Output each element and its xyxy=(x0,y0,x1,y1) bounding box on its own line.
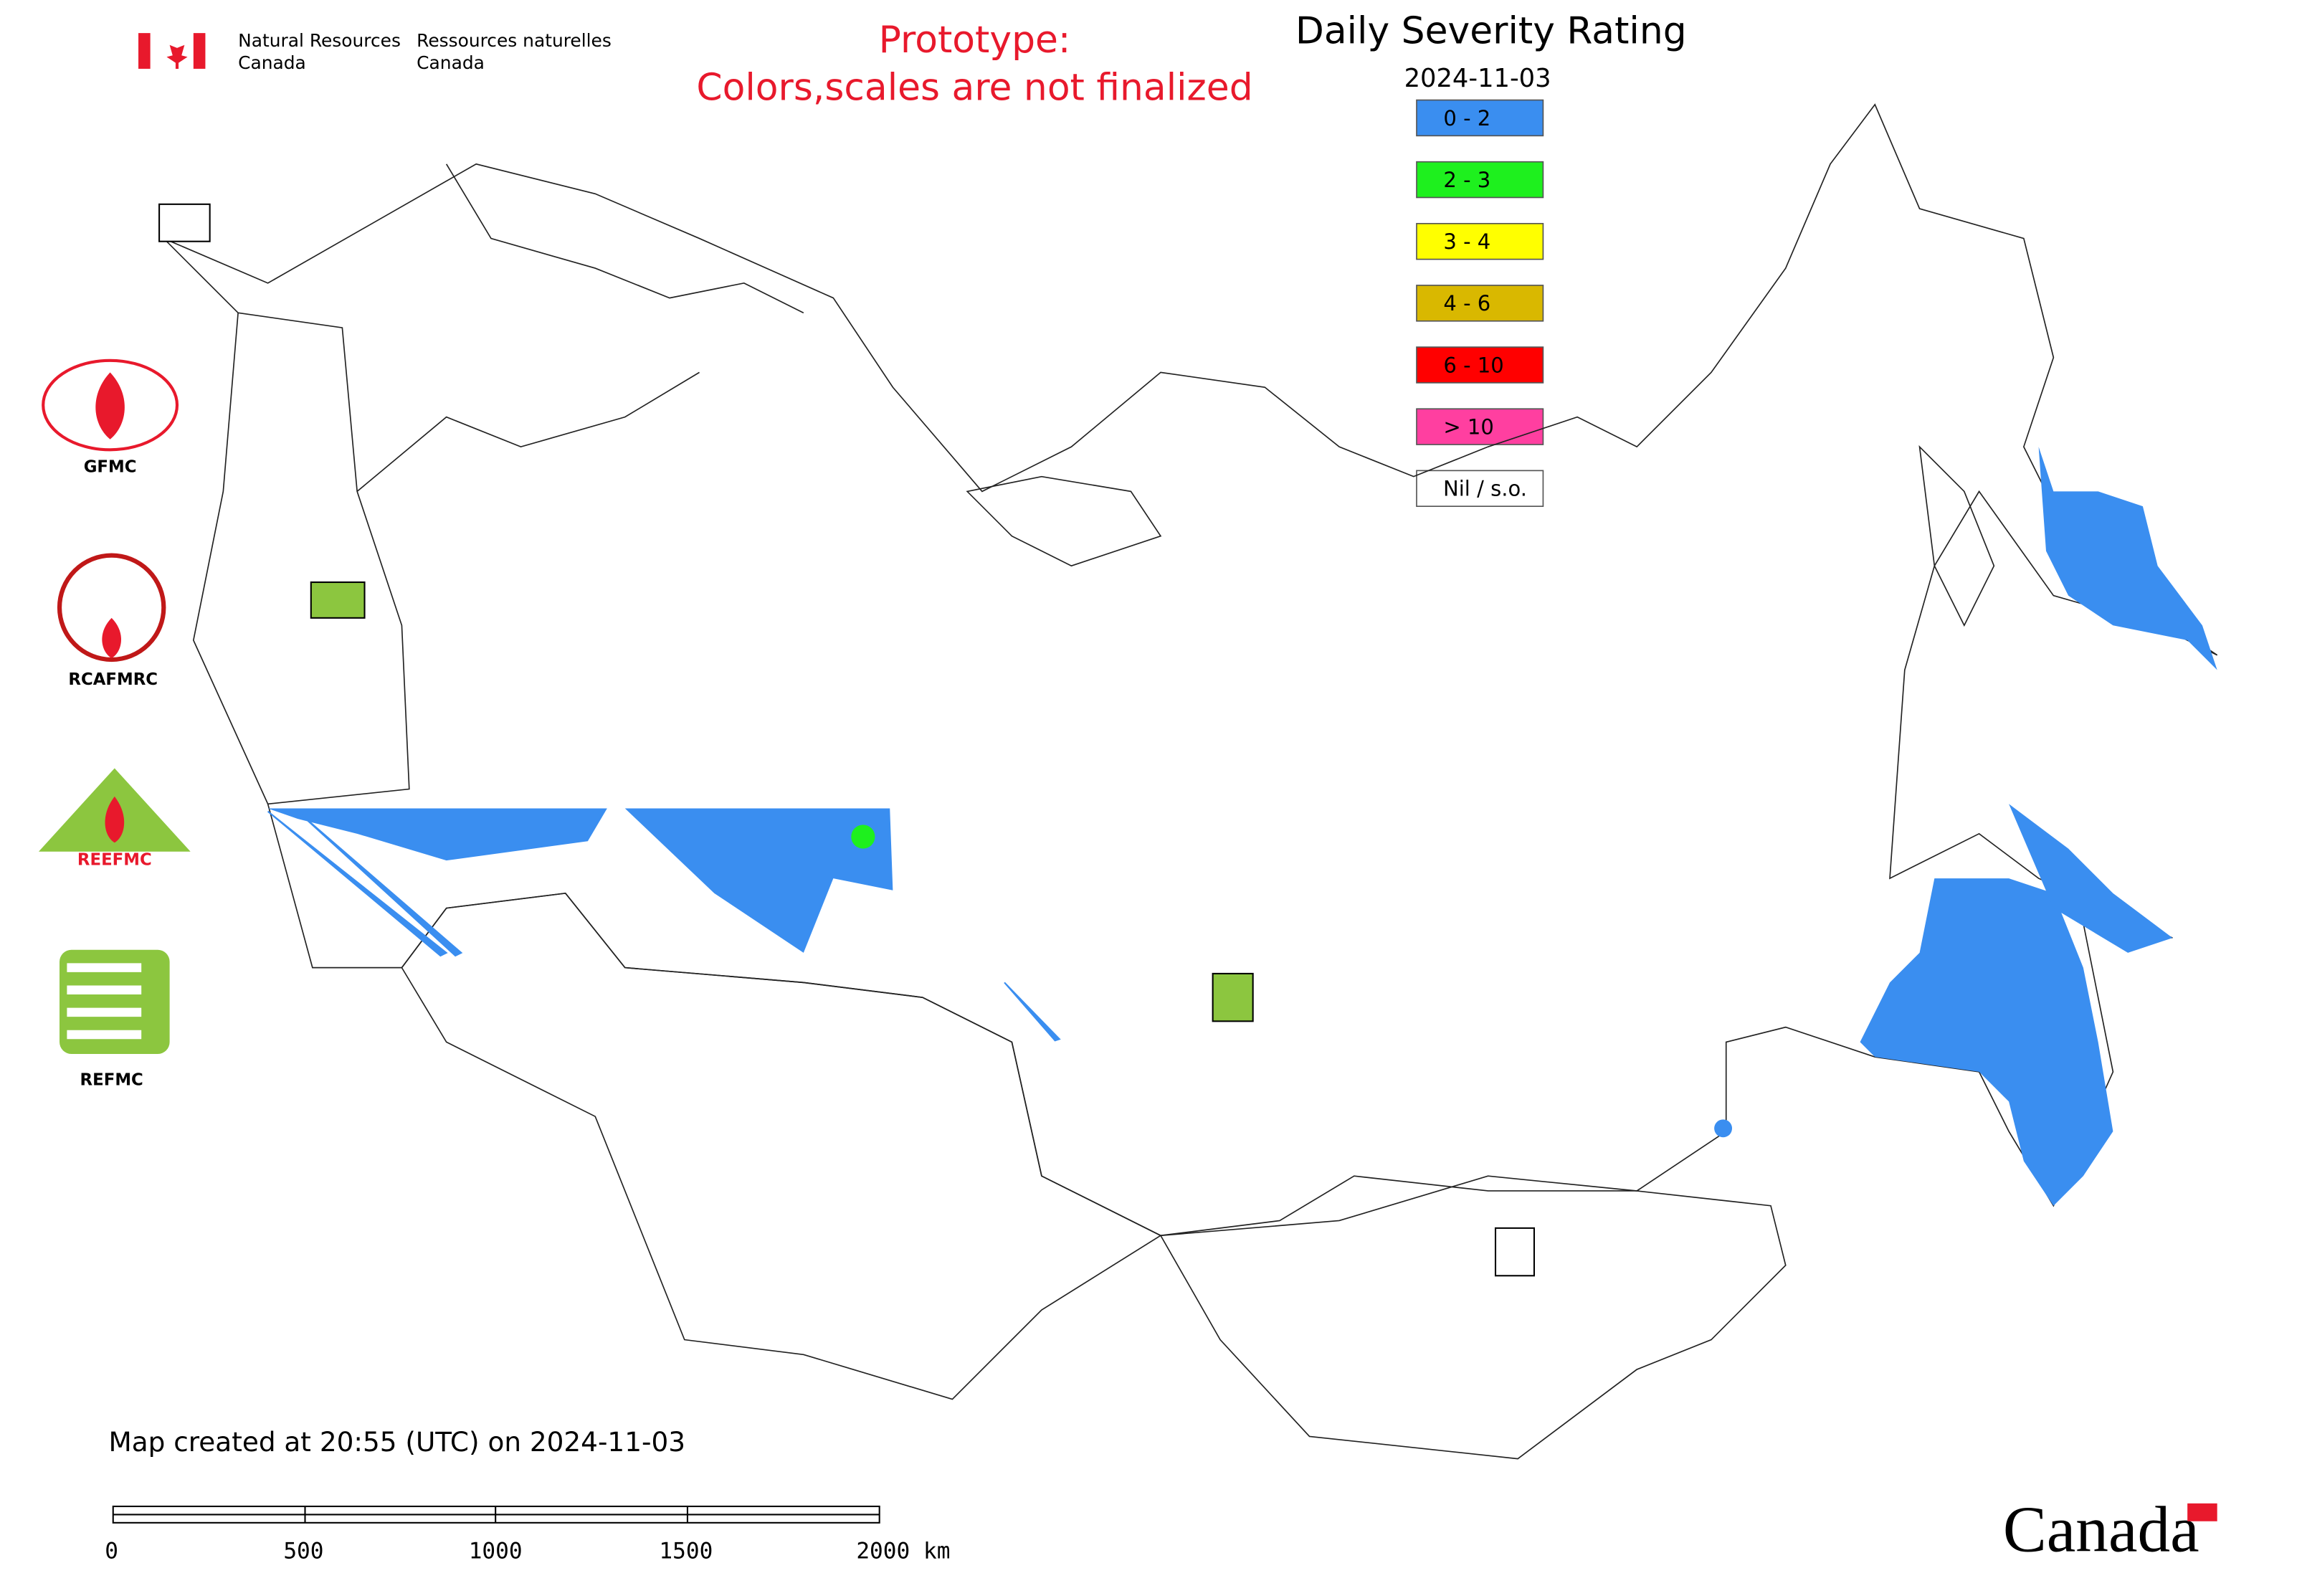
legend-label: 3 - 4 xyxy=(1443,229,1490,254)
legend-label: Nil / s.o. xyxy=(1443,477,1527,501)
severity-areas xyxy=(267,447,2217,1206)
legend-swatch xyxy=(1416,99,1544,137)
scale-label: 1500 xyxy=(659,1539,713,1564)
legend-label: 6 - 10 xyxy=(1443,353,1503,377)
scale-label: 1000 xyxy=(469,1539,523,1564)
legend-swatch xyxy=(1416,408,1544,445)
center-label: RCAFMRC xyxy=(68,670,158,689)
scale-label: 0 xyxy=(105,1539,118,1564)
agency-fr: Ressources naturelles xyxy=(417,30,612,51)
legend-label: 0 - 2 xyxy=(1443,106,1490,130)
gov-signature: Natural Resources Canada Ressources natu… xyxy=(138,30,612,73)
notice: Colors,scales are not finalized xyxy=(696,67,1252,110)
legend-swatch xyxy=(1416,285,1544,322)
scale-label: 500 xyxy=(283,1539,323,1564)
created-note: Map created at 20:55 (UTC) on 2024-11-03 xyxy=(109,1426,685,1458)
legend-swatch xyxy=(1416,222,1544,260)
agency-en: Natural Resources xyxy=(238,30,401,51)
legend-label: 2 - 3 xyxy=(1443,168,1490,192)
center-label: GFMC xyxy=(84,457,137,476)
canada-wordmark: Canada xyxy=(2003,1493,2199,1565)
map-title: Daily Severity Rating xyxy=(1295,10,1687,53)
map-date: 2024-11-03 xyxy=(1404,64,1551,93)
legend-swatch xyxy=(1416,161,1544,199)
legend: 0 - 2 2 - 3 3 - 4 4 - 6 6 - 10 > 10 Nil / s.o. xyxy=(1416,99,1544,508)
map-outlines xyxy=(163,103,2218,1460)
notice: Prototype: xyxy=(879,19,1071,62)
wordmark-flag xyxy=(2187,1503,2217,1521)
agency-en: Canada xyxy=(238,52,306,73)
agency-fr: Canada xyxy=(417,52,485,73)
legend-label: 4 - 6 xyxy=(1443,291,1490,315)
legend-swatch xyxy=(1416,346,1544,384)
center-label: REFMC xyxy=(80,1071,143,1090)
legend-swatch xyxy=(1416,470,1544,508)
scale-bar: 0 500 1000 1500 2000 km xyxy=(105,1505,950,1564)
center-logos: GFMC RCAFMRC REEFMC REFMC xyxy=(38,203,1536,1277)
legend-label: > 10 xyxy=(1443,415,1494,440)
center-label: REEFMC xyxy=(77,850,152,869)
scale-label: 2000 km xyxy=(856,1539,950,1564)
